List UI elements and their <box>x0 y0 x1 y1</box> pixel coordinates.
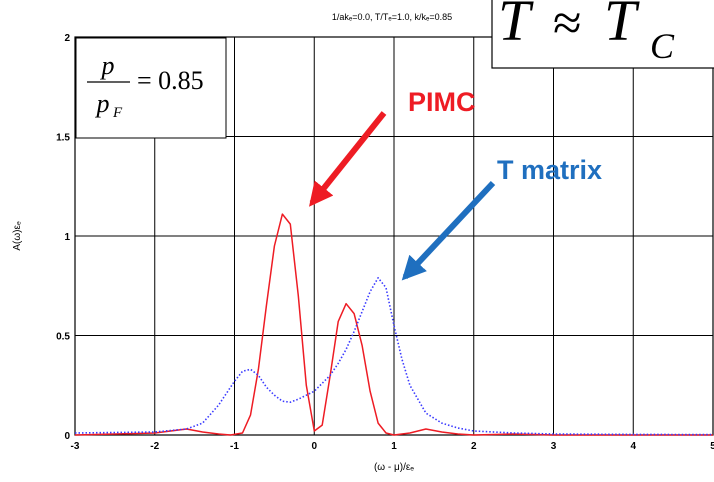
temperature-c-subscript: C <box>650 26 675 66</box>
temperature-approx: ≈ <box>553 0 582 52</box>
x-tick-label: 4 <box>630 441 636 452</box>
x-tick-label: 5 <box>710 441 714 452</box>
ratio-denominator-sub: F <box>112 105 123 121</box>
pimc-arrow <box>309 111 387 207</box>
y-tick-label: 0 <box>64 431 70 442</box>
momentum-ratio-box <box>75 37 227 139</box>
ratio-denominator-p: p <box>95 89 110 118</box>
series-line-pimc <box>74 213 713 436</box>
temperature-tc: T <box>604 0 640 53</box>
x-tick-label: 1 <box>391 441 397 452</box>
x-tick-label: 0 <box>311 441 317 452</box>
ratio-numerator: p <box>100 51 115 80</box>
ratio-value: = 0.85 <box>137 66 204 95</box>
x-tick-label: 2 <box>471 441 477 452</box>
temperature-annotation: T ≈ T C <box>491 0 714 69</box>
x-tick-label: -3 <box>71 441 80 452</box>
y-tick-label: 0.5 <box>56 332 70 343</box>
momentum-ratio-annotation: p p F = 0.85 <box>75 37 227 139</box>
temperature-t: T <box>498 0 534 53</box>
x-tick-label: -2 <box>150 441 159 452</box>
series-line-t-matrix <box>74 276 714 436</box>
temperature-box <box>491 0 714 69</box>
x-tick-label: 3 <box>551 441 557 452</box>
x-tick-label: -1 <box>230 441 239 452</box>
y-tick-label: 1.5 <box>56 133 70 144</box>
tmatrix-label: T matrix <box>497 155 602 185</box>
x-axis-label: (ω - μ)/εₑ <box>374 462 414 473</box>
tmatrix-arrow <box>401 180 496 281</box>
chart-title: 1/akₑ=0.0, T/Tₑ=1.0, k/kₑ=0.85 <box>332 12 452 22</box>
y-tick-label: 1 <box>64 232 70 243</box>
axis-ticks: -3 -2 -1 0 1 2 3 4 5 0 0.5 1 1.5 2 <box>56 33 714 452</box>
y-tick-label: 2 <box>64 33 70 44</box>
pimc-label: PIMC <box>408 87 476 117</box>
series-layer <box>74 213 714 436</box>
y-axis-label: A(ω)εₑ <box>12 221 23 251</box>
